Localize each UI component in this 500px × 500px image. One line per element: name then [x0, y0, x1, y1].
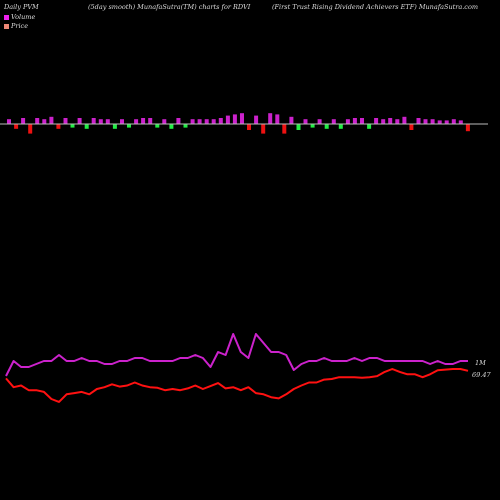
volume-bar	[324, 124, 329, 129]
volume-bar	[352, 118, 357, 124]
volume-bar	[381, 119, 386, 124]
volume-bar	[105, 119, 110, 124]
volume-bar	[317, 119, 322, 124]
volume-bar	[148, 118, 153, 124]
legend-price-label: Price	[11, 22, 29, 30]
volume-bar	[254, 115, 259, 124]
volume-bar	[338, 124, 343, 129]
volume-bar	[21, 118, 26, 124]
volume-bar	[296, 124, 301, 130]
volume-bar	[261, 124, 266, 134]
volume-bar	[28, 124, 33, 134]
legend-price: Price	[4, 22, 28, 30]
volume-bar	[84, 124, 89, 129]
volume-bar	[409, 124, 414, 130]
volume-bar	[211, 119, 216, 124]
volume-bar	[374, 118, 379, 124]
volume-bar	[204, 119, 209, 124]
volume-bar	[303, 119, 308, 124]
price-swatch	[4, 23, 9, 29]
chart-title: (5day smooth) MunafaSutra(TM) charts for…	[88, 3, 251, 11]
volume-bar	[141, 118, 146, 124]
legend-volume-label: Volume	[11, 13, 36, 21]
volume-bar	[127, 124, 131, 128]
volume-bar	[402, 116, 407, 124]
volume-bar	[416, 118, 421, 124]
volume-bar	[91, 118, 96, 124]
volume-bar	[360, 118, 364, 124]
volume-bar	[247, 124, 251, 130]
price-axis-label: 69.47	[472, 371, 491, 379]
volume-bar	[35, 118, 40, 124]
volume-bar	[162, 119, 167, 124]
volume-bar	[430, 119, 435, 124]
volume-bar	[134, 119, 139, 124]
volume-bar	[388, 118, 393, 124]
price-series-line	[5, 368, 469, 403]
volume-bar	[345, 119, 350, 124]
volume-swatch	[4, 14, 9, 20]
volume-bar	[331, 119, 336, 124]
volume-bar	[310, 124, 315, 128]
volume-bar	[63, 118, 68, 124]
volume-bar	[197, 119, 202, 124]
volume-bar	[42, 119, 47, 124]
volume-bar	[218, 118, 223, 124]
volume-bar	[176, 118, 181, 124]
volume-series-line	[5, 333, 468, 377]
volume-bar	[444, 120, 449, 124]
volume-bar	[14, 124, 19, 129]
legend-volume: Volume	[4, 13, 35, 21]
volume-bar	[155, 124, 160, 128]
volume-bar	[98, 119, 103, 124]
volume-bar	[7, 119, 11, 124]
volume-bar	[120, 119, 124, 124]
chart-source: (First Trust Rising Dividend Achievers E…	[272, 3, 479, 11]
volume-bar	[56, 124, 61, 129]
volume-bar	[240, 113, 244, 124]
volume-bar	[77, 118, 82, 124]
volume-bar	[465, 124, 470, 132]
volume-axis-label: 1M	[475, 359, 486, 367]
volume-bar	[70, 124, 75, 128]
volume-bar	[49, 116, 54, 124]
volume-bar	[190, 119, 195, 124]
volume-bar	[183, 124, 188, 128]
volume-bar	[282, 124, 287, 134]
volume-bar	[451, 119, 456, 124]
volume-bar	[423, 119, 428, 124]
chart-label-left: Daily PVM	[4, 3, 39, 11]
volume-bar	[289, 116, 294, 124]
volume-bar	[112, 124, 117, 129]
volume-bar	[275, 114, 280, 124]
volume-bars	[7, 113, 470, 134]
volume-bar	[437, 120, 442, 124]
volume-bar	[169, 124, 174, 129]
volume-bar	[268, 113, 273, 124]
volume-bar	[395, 119, 400, 124]
volume-bar	[232, 114, 237, 124]
volume-bar	[225, 115, 230, 124]
volume-bar	[367, 124, 372, 129]
volume-bar	[458, 120, 463, 124]
